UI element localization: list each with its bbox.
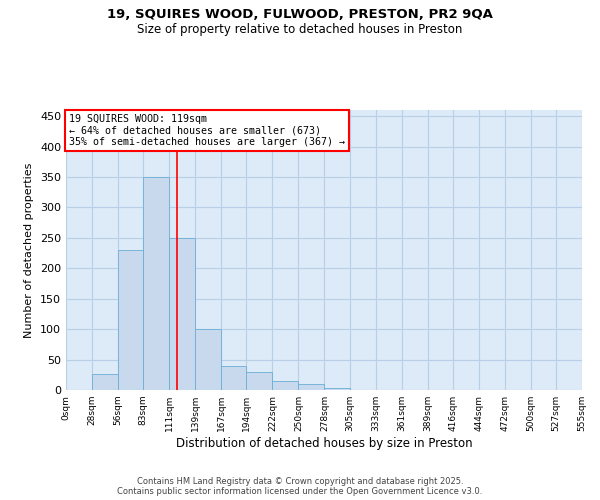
- Bar: [272, 381, 298, 390]
- Bar: [325, 388, 350, 390]
- Bar: [247, 372, 272, 390]
- Y-axis label: Number of detached properties: Number of detached properties: [25, 162, 34, 338]
- X-axis label: Distribution of detached houses by size in Preston: Distribution of detached houses by size …: [176, 437, 472, 450]
- Text: 19 SQUIRES WOOD: 119sqm
← 64% of detached houses are smaller (673)
35% of semi-d: 19 SQUIRES WOOD: 119sqm ← 64% of detache…: [68, 114, 344, 148]
- Bar: [92, 374, 118, 390]
- Text: Contains HM Land Registry data © Crown copyright and database right 2025.: Contains HM Land Registry data © Crown c…: [137, 478, 463, 486]
- Bar: [298, 384, 325, 390]
- Text: Contains public sector information licensed under the Open Government Licence v3: Contains public sector information licen…: [118, 488, 482, 496]
- Bar: [143, 177, 169, 390]
- Bar: [195, 329, 221, 390]
- Bar: [169, 238, 195, 390]
- Text: Size of property relative to detached houses in Preston: Size of property relative to detached ho…: [137, 22, 463, 36]
- Bar: [118, 250, 143, 390]
- Bar: [221, 366, 247, 390]
- Text: 19, SQUIRES WOOD, FULWOOD, PRESTON, PR2 9QA: 19, SQUIRES WOOD, FULWOOD, PRESTON, PR2 …: [107, 8, 493, 20]
